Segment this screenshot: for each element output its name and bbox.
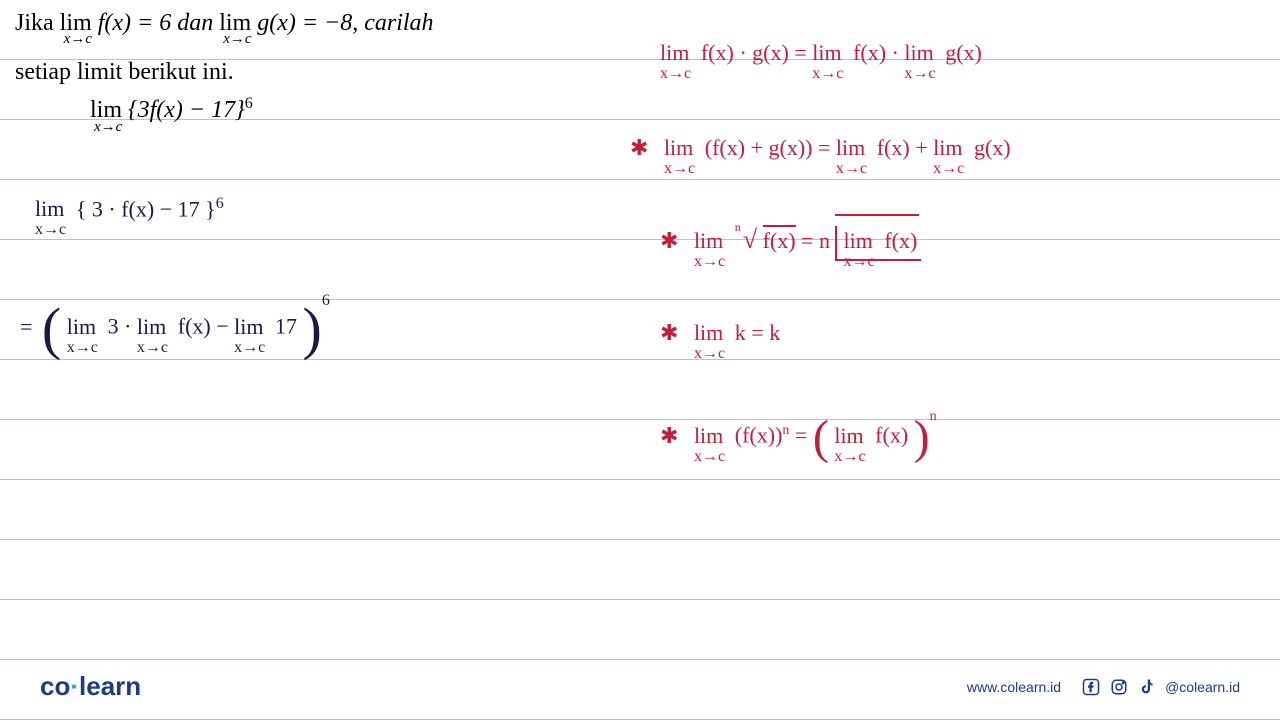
rule-5: ✱ limx→c (f(x))n = ( limx→c f(x) )n xyxy=(660,410,937,465)
problem-statement: Jika lim x→c f(x) = 6 dan lim x→c g(x) =… xyxy=(15,8,434,88)
star-icon: ✱ xyxy=(630,135,648,160)
social-icons: @colearn.id xyxy=(1081,677,1240,697)
text-jika: Jika xyxy=(15,10,60,36)
facebook-icon xyxy=(1081,677,1101,697)
rule-4: ✱ limx→c k = k xyxy=(660,320,780,346)
work-l2-lim3: lim x→c xyxy=(234,314,263,340)
problem-line1: Jika lim x→c f(x) = 6 dan lim x→c g(x) =… xyxy=(15,8,434,39)
work-l2-fx: f(x) − xyxy=(178,314,234,339)
star-icon: ✱ xyxy=(660,228,678,253)
expr-lim: lim x→c xyxy=(90,97,122,124)
work-line2: = ( lim x→c 3 · lim x→c f(x) − lim x→c 1… xyxy=(20,295,330,362)
star-icon: ✱ xyxy=(660,423,678,448)
limit-1: lim x→c xyxy=(60,8,92,39)
work-l2-lim1: lim x→c xyxy=(67,314,96,340)
text-gx8: g(x) = −8, carilah xyxy=(257,10,433,36)
rule-1: limx→c f(x) · g(x) = limx→c f(x) · limx→… xyxy=(660,40,982,66)
work-l2-sup: 6 xyxy=(322,292,330,309)
colearn-logo: co·learn xyxy=(40,671,141,702)
footer-right: www.colearn.id @colearn.id xyxy=(967,677,1240,697)
star-icon: ✱ xyxy=(660,320,678,345)
limit-2: lim x→c xyxy=(219,8,251,39)
work-l2-eq: = xyxy=(20,314,32,339)
rule-2: ✱ limx→c (f(x) + g(x)) = limx→c f(x) + l… xyxy=(630,135,1011,161)
problem-line2: setiap limit berikut ini. xyxy=(15,57,434,88)
sqrt-icon: √ xyxy=(743,225,757,254)
paren-left: ( xyxy=(42,296,61,361)
paren-right: ) xyxy=(303,296,322,361)
work-l1-sup: 6 xyxy=(216,195,224,212)
tiktok-icon xyxy=(1137,677,1157,697)
expr-body: {3f(x) − 17} xyxy=(128,97,245,123)
problem-expression: lim x→c {3f(x) − 17}6 xyxy=(90,95,253,124)
work-l2-lim2: lim x→c xyxy=(137,314,166,340)
text-fx6: f(x) = 6 dan xyxy=(98,10,220,36)
work-line1: lim x→c { 3 · f(x) − 17 }6 xyxy=(35,195,224,222)
work-l1-body: { 3 · f(x) − 17 } xyxy=(76,196,216,221)
footer-handle: @colearn.id xyxy=(1165,679,1240,695)
instagram-icon xyxy=(1109,677,1129,697)
rule-3: ✱ limx→c n √ f(x) = n limx→c f(x) xyxy=(660,225,921,255)
expr-sup: 6 xyxy=(245,95,253,112)
work-l1-lim: lim x→c xyxy=(35,196,64,222)
footer-url: www.colearn.id xyxy=(967,679,1061,695)
footer: co·learn www.colearn.id @colearn.id xyxy=(0,671,1280,702)
work-l2-3: 3 · xyxy=(108,314,137,339)
work-l2-17: 17 xyxy=(275,314,297,339)
